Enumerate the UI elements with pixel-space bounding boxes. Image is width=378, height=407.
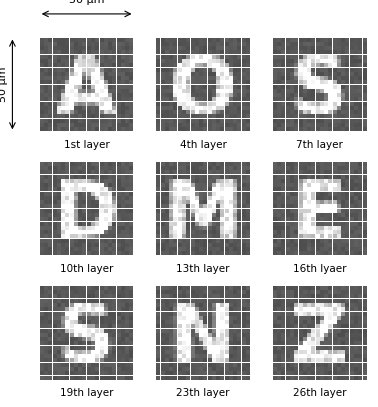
Text: 4th layer: 4th layer [180, 140, 227, 150]
Text: 10th layer: 10th layer [60, 264, 113, 274]
Text: 23th layer: 23th layer [177, 388, 230, 398]
Text: 50 μm: 50 μm [69, 0, 104, 5]
Text: 50 μm: 50 μm [0, 67, 8, 102]
Text: 1st layer: 1st layer [64, 140, 110, 150]
Text: 26th layer: 26th layer [293, 388, 347, 398]
Text: 19th layer: 19th layer [60, 388, 113, 398]
Text: 16th lyaer: 16th lyaer [293, 264, 347, 274]
Text: 13th layer: 13th layer [177, 264, 230, 274]
Text: 7th layer: 7th layer [296, 140, 343, 150]
